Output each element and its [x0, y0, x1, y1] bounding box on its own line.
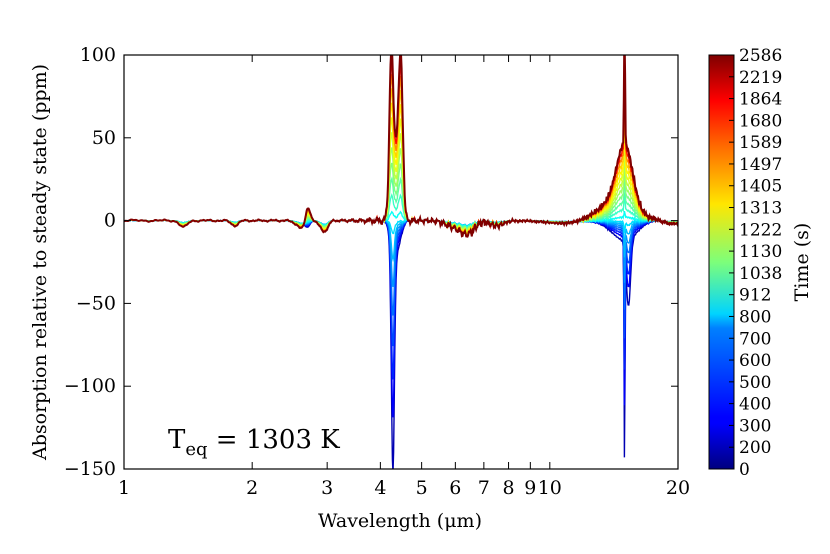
colorbar-tick-label: 2219	[739, 68, 782, 88]
colorbar-tick-label: 1313	[739, 199, 782, 219]
colorbar-tick-label: 0	[739, 460, 750, 480]
series-layer	[124, 55, 678, 469]
x-tick-label: 4	[374, 477, 386, 499]
x-axis-ticks: 1 2 3 4 5 6 7 8 9 10 20	[118, 55, 690, 499]
colorbar-tick-label: 1680	[739, 111, 782, 131]
x-tick-label: 3	[321, 477, 333, 499]
x-tick-label: 6	[449, 477, 461, 499]
series-line	[124, 55, 678, 238]
x-tick-label: 5	[416, 477, 428, 499]
y-tick-label: −150	[64, 458, 116, 480]
x-tick-label: 2	[246, 477, 258, 499]
colorbar-tick-label: 1589	[739, 133, 782, 153]
colorbar-tick-label: 2586	[739, 46, 782, 66]
colorbar-tick-label: 800	[739, 307, 771, 327]
x-tick-label: 20	[666, 477, 690, 499]
y-tick-label: −50	[76, 292, 116, 314]
colorbar-tick-label: 1497	[739, 155, 782, 175]
colorbar-tick-label: 1038	[739, 264, 782, 284]
x-tick-label: 8	[503, 477, 515, 499]
colorbar-tick-label: 200	[739, 438, 771, 458]
colorbar-tick-label: 912	[739, 286, 771, 306]
colorbar-tick-label: 400	[739, 395, 771, 415]
y-tick-label: −100	[64, 375, 116, 397]
colorbar-tick-label: 1864	[739, 90, 782, 110]
plot-frame	[123, 54, 679, 470]
y-tick-label: 100	[80, 44, 116, 66]
annotation-subscript: eq	[185, 439, 207, 460]
y-tick-label: 0	[104, 210, 116, 232]
colorbar-tick-label: 300	[739, 416, 771, 436]
series-line	[124, 218, 678, 380]
x-tick-label: 10	[538, 477, 562, 499]
colorbar-tick-label: 500	[739, 373, 771, 393]
colorbar-tick-label: 1222	[739, 220, 782, 240]
x-tick-label: 7	[478, 477, 490, 499]
annotation-text: = 1303 K	[208, 425, 341, 455]
series-line	[124, 218, 678, 418]
colorbar	[708, 54, 735, 470]
colorbar-label: Time (s)	[791, 223, 813, 302]
y-axis-ticks: −150 −100 −50 0 50 100	[64, 44, 678, 480]
x-tick-label: 9	[524, 477, 536, 499]
colorbar-tick-label: 1130	[739, 242, 782, 262]
colorbar-tick-label: 1405	[739, 177, 782, 197]
colorbar-ticks: 2586221918641680158914971405131312221130…	[729, 46, 782, 480]
x-axis-label: Wavelength (μm)	[318, 510, 482, 532]
y-tick-label: 50	[92, 127, 116, 149]
x-tick-label: 1	[118, 477, 130, 499]
temperature-annotation: Teq = 1303 K	[168, 425, 340, 460]
y-axis-label: Absorption relative to steady state (ppm…	[29, 64, 51, 461]
annotation-prefix: T	[168, 425, 186, 455]
colorbar-tick-label: 700	[739, 329, 771, 349]
colorbar-tick-label: 600	[739, 351, 771, 371]
